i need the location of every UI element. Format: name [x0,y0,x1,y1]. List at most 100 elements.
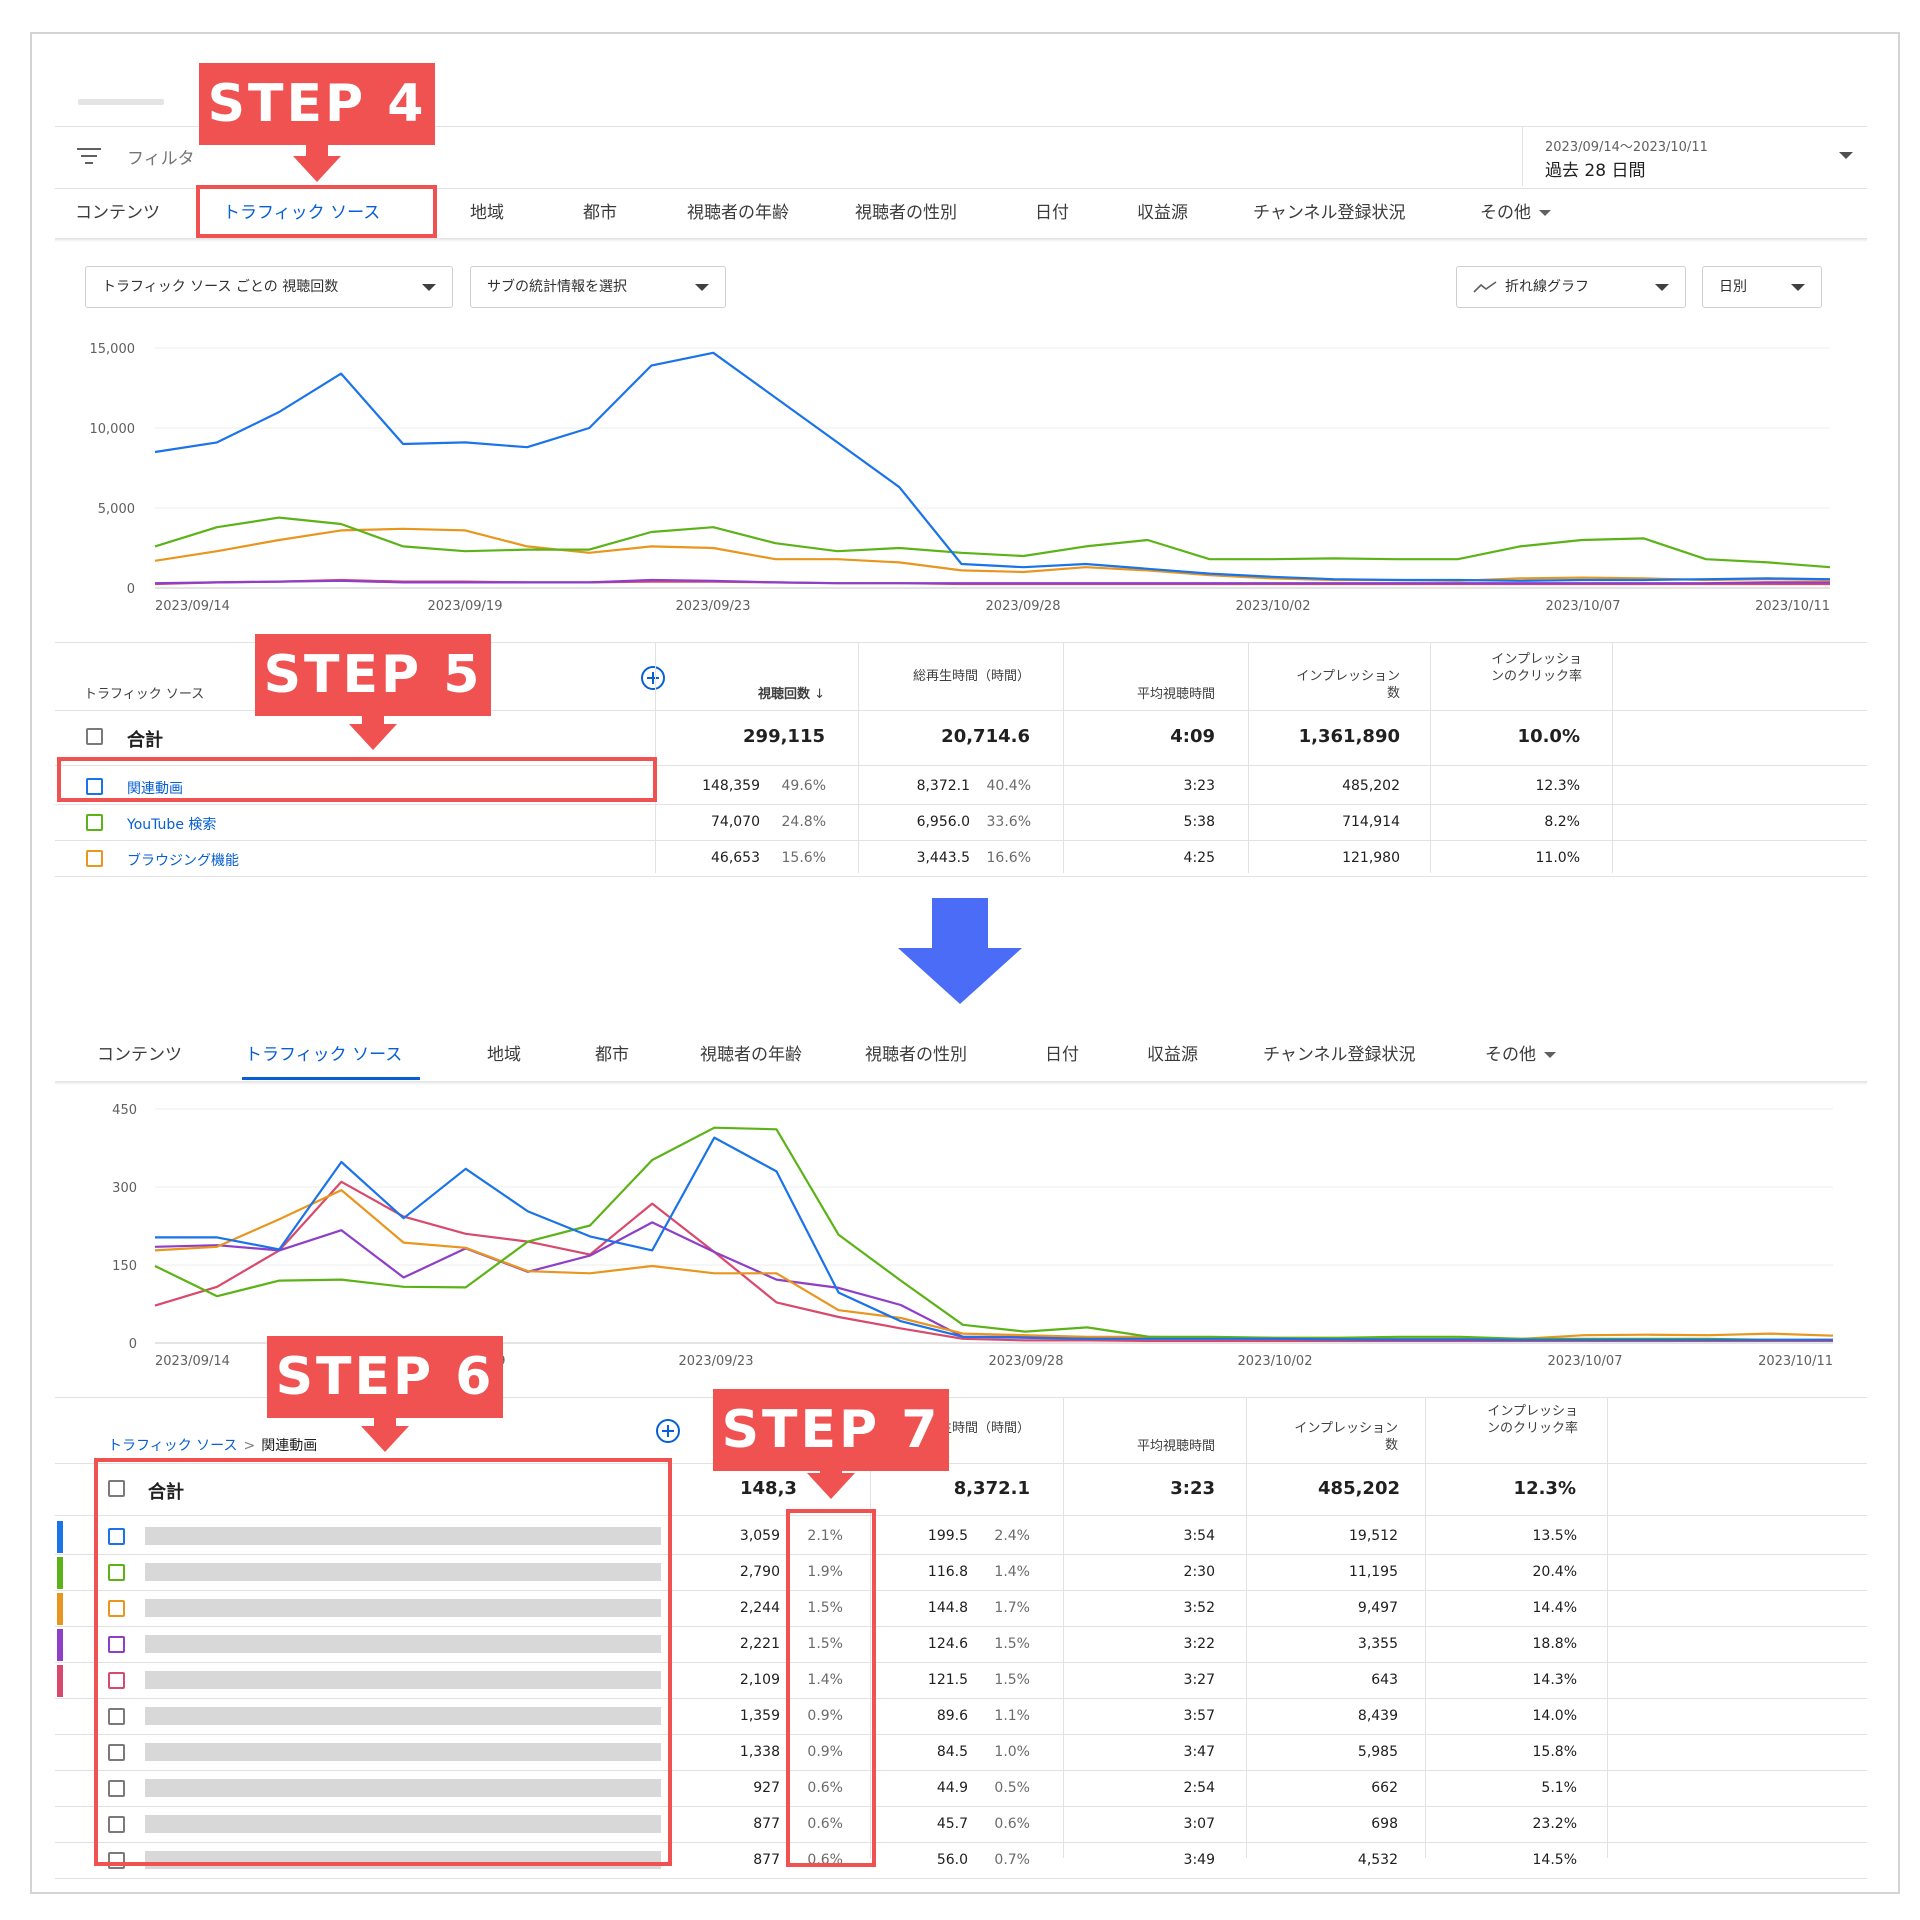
col-header-avg-duration[interactable]: 平均視聴時間 [1136,687,1215,702]
row-checkbox[interactable] [108,1636,125,1653]
video-title-redacted[interactable] [145,1635,661,1653]
traffic-source-link[interactable]: ブラウジング機能 [127,853,239,869]
total-checkbox[interactable] [108,1480,125,1497]
add-metric-icon[interactable] [641,666,665,690]
divider [55,1698,1867,1699]
tab-2[interactable]: 地域 [470,188,504,238]
video-title-redacted[interactable] [145,1779,661,1797]
row-avg-duration: 3:57 [1183,1708,1215,1724]
row-checkbox[interactable] [86,814,103,831]
tab-9[interactable]: その他 [1480,188,1551,238]
chart-type-dropdown[interactable]: 折れ線グラフ [1456,266,1686,308]
row-watch-pct: 1.7% [994,1600,1030,1616]
metric-dropdown-label: トラフィック ソース ごとの 視聴回数 [102,279,339,295]
tab-2[interactable]: 地域 [487,1030,521,1080]
video-title-redacted[interactable] [145,1743,661,1761]
filter-bar[interactable]: フィルタ [55,126,1525,186]
date-range-selector[interactable]: 2023/09/14〜2023/10/11 過去 28 日間 [1522,126,1863,186]
chevron-down-icon [1544,1052,1556,1058]
tab-4[interactable]: 視聴者の年齢 [700,1030,802,1080]
total-checkbox[interactable] [86,728,103,745]
row-watch-time: 3,443.5 [916,850,970,866]
row-checkbox[interactable] [108,1816,125,1833]
x-tick-label: 2023/10/07 [1548,1354,1623,1369]
metric-dropdown[interactable]: トラフィック ソース ごとの 視聴回数 [85,266,453,308]
divider [55,1554,1867,1555]
row-views-pct: 0.9% [807,1708,843,1724]
tab-7[interactable]: 収益源 [1147,1030,1198,1080]
row-checkbox[interactable] [86,778,103,795]
row-views: 2,790 [739,1564,780,1580]
tab-7[interactable]: 収益源 [1137,188,1188,238]
down-arrow-icon [932,898,988,948]
video-title-redacted[interactable] [145,1527,661,1545]
tab-3[interactable]: 都市 [583,188,617,238]
col-header-ctr[interactable]: インプレッションのクリック率 [1486,1404,1578,1436]
col-header-ctr[interactable]: インプレッションのクリック率 [1490,652,1582,684]
tab-9[interactable]: その他 [1485,1030,1556,1080]
col-header-avg-duration[interactable]: 平均視聴時間 [1136,1439,1215,1454]
tab-6[interactable]: 日付 [1045,1030,1079,1080]
row-checkbox[interactable] [108,1672,125,1689]
row-ctr: 12.3% [1535,778,1580,794]
tab-label: トラフィック ソース [223,203,381,223]
row-impressions: 3,355 [1357,1636,1398,1652]
row-avg-duration: 2:54 [1183,1780,1215,1796]
tab-8[interactable]: チャンネル登録状況 [1263,1030,1416,1080]
sub-stats-dropdown[interactable]: サブの統計情報を選択 [470,266,726,308]
row-views: 46,653 [711,850,760,866]
tab-0[interactable]: コンテンツ [97,1030,182,1080]
y-tick-label: 450 [112,1103,137,1118]
step4-arrow [293,156,341,182]
video-title-redacted[interactable] [145,1707,661,1725]
row-ctr: 23.2% [1532,1816,1577,1832]
tab-0[interactable]: コンテンツ [75,188,160,238]
video-title-redacted[interactable] [145,1815,661,1833]
series-line-orange [154,527,1831,582]
tab-5[interactable]: 視聴者の性別 [855,188,957,238]
traffic-source-link[interactable]: 関連動画 [127,781,183,797]
col-header-watch-time[interactable]: 再生時間（時間） [925,1421,1030,1436]
row-checkbox[interactable] [108,1708,125,1725]
traffic-source-link[interactable]: YouTube 検索 [127,817,217,833]
tab-3[interactable]: 都市 [595,1030,629,1080]
tab-6[interactable]: 日付 [1035,188,1069,238]
interval-dropdown[interactable]: 日別 [1702,266,1822,308]
video-title-redacted[interactable] [145,1563,661,1581]
row-checkbox[interactable] [108,1744,125,1761]
divider [55,765,1867,766]
tab-1[interactable]: トラフィック ソース [223,188,380,238]
row-checkbox[interactable] [108,1780,125,1797]
tab-8[interactable]: チャンネル登録状況 [1253,188,1406,238]
row-views-pct: 1.5% [807,1600,843,1616]
col-header-views[interactable]: 視聴回数 ↓ [757,687,825,702]
chevron-down-icon [1655,284,1669,291]
row-views: 2,109 [739,1672,780,1688]
video-title-redacted[interactable] [145,1599,661,1617]
row-watch-pct: 33.6% [986,814,1031,830]
divider [55,1770,1867,1771]
row-impressions: 485,202 [1342,778,1400,794]
x-tick-label: 2023/09/14 [155,1354,230,1369]
col-header-impressions[interactable]: インプレッション数 [1294,1421,1398,1453]
row-checkbox[interactable] [108,1600,125,1617]
x-tick-label: 2023/09/28 [989,1354,1064,1369]
breadcrumb: トラフィック ソース > 関連動画 [108,1435,317,1455]
tab-4[interactable]: 視聴者の年齢 [687,188,789,238]
breadcrumb-root-link[interactable]: トラフィック ソース [108,1438,238,1454]
row-ctr: 20.4% [1532,1564,1577,1580]
tab-label: 視聴者の年齢 [687,203,789,223]
col-header-impressions[interactable]: インプレッション数 [1296,669,1400,701]
tab-1[interactable]: トラフィック ソース [245,1030,402,1080]
row-checkbox[interactable] [108,1528,125,1545]
video-title-redacted[interactable] [145,1671,661,1689]
row-avg-duration: 3:54 [1183,1528,1215,1544]
divider [55,1626,1867,1627]
add-metric-icon[interactable] [656,1419,680,1443]
step5-arrow-stem [362,716,384,726]
tab-5[interactable]: 視聴者の性別 [865,1030,967,1080]
col-header-watch-time[interactable]: 総再生時間（時間） [912,669,1030,684]
row-checkbox[interactable] [86,850,103,867]
row-watch-time: 84.5 [936,1744,968,1760]
row-checkbox[interactable] [108,1564,125,1581]
